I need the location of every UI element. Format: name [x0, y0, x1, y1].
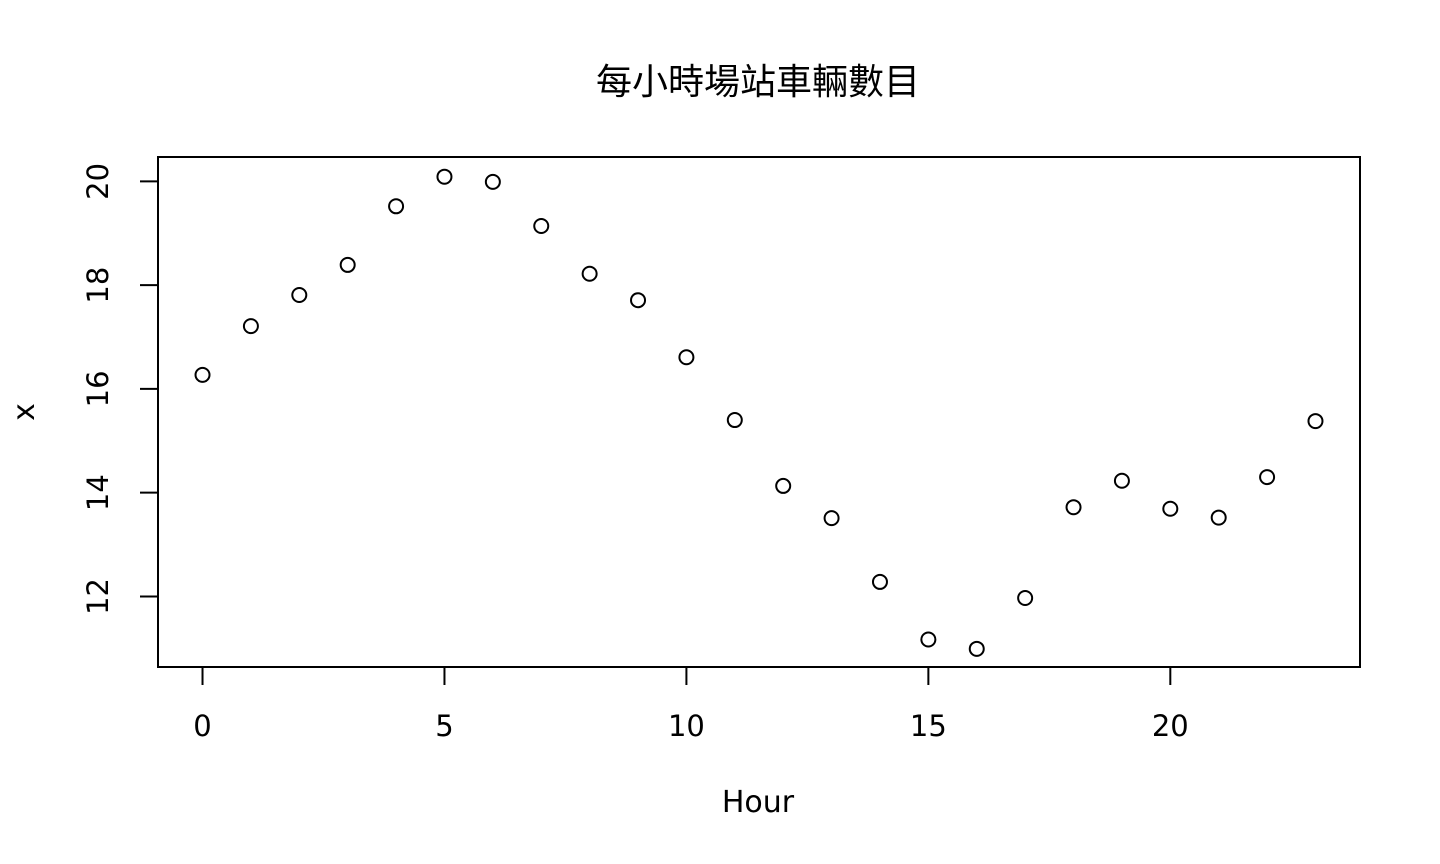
data-point: [1017, 589, 1034, 606]
data-point: [630, 292, 647, 309]
data-point: [436, 168, 453, 185]
data-point: [1259, 469, 1276, 486]
y-axis-title: x: [7, 403, 42, 421]
data-point: [920, 631, 937, 648]
plot-area-border: [157, 156, 1361, 668]
data-point: [339, 256, 356, 273]
x-tick-label: 15: [910, 709, 947, 743]
y-tick-label: 20: [81, 163, 115, 200]
data-point: [1162, 500, 1179, 517]
data-point: [581, 265, 598, 282]
chart-title: 每小時場站車輛數目: [596, 62, 920, 103]
data-point: [291, 287, 308, 304]
data-point: [242, 318, 259, 335]
x-tick-label: 10: [668, 709, 705, 743]
y-axis: 12 14 16 18 20: [81, 163, 159, 615]
data-point: [775, 477, 792, 494]
data-point: [968, 640, 985, 657]
data-point: [678, 349, 695, 366]
x-axis: 0 5 10 15 20: [193, 666, 1189, 743]
data-point: [726, 412, 743, 429]
data-point: [823, 510, 840, 527]
y-tick-label: 12: [81, 578, 115, 615]
x-tick-label: 5: [435, 709, 453, 743]
x-tick-label: 0: [193, 709, 211, 743]
y-tick-label: 14: [81, 474, 115, 511]
y-tick-label: 18: [81, 267, 115, 304]
x-tick-label: 20: [1152, 709, 1189, 743]
data-point: [1065, 499, 1082, 516]
data-point: [1210, 509, 1227, 526]
data-point: [871, 573, 888, 590]
data-point: [194, 366, 211, 383]
data-point: [388, 198, 405, 215]
data-point: [1113, 472, 1130, 489]
x-axis-title: Hour: [722, 785, 795, 820]
data-point: [484, 173, 501, 190]
data-point: [1307, 413, 1324, 430]
data-points: [194, 168, 1324, 657]
y-tick-label: 16: [81, 370, 115, 407]
data-point: [533, 218, 550, 235]
